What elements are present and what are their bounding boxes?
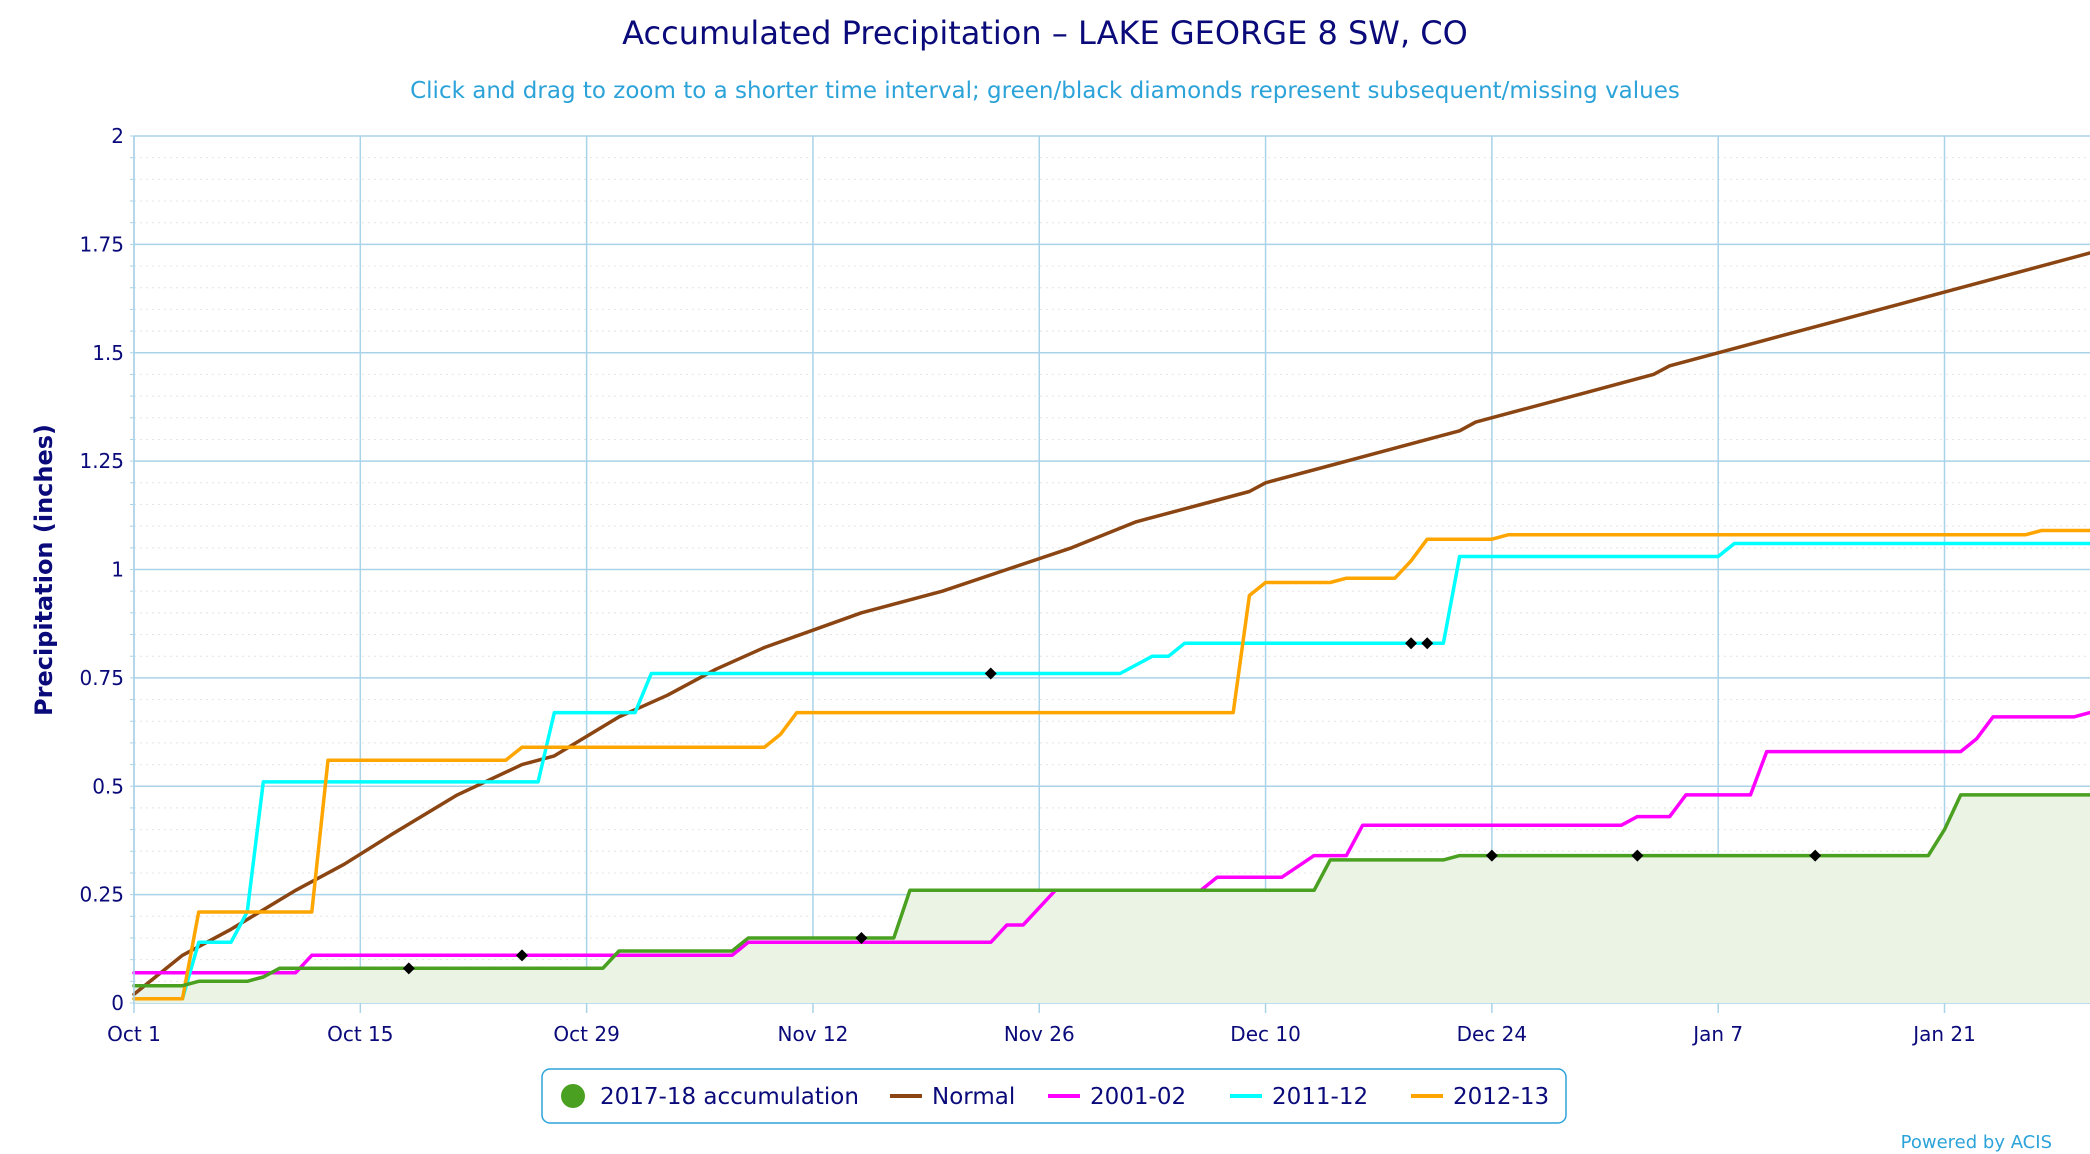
- x-tick-label: Oct 1: [107, 1022, 161, 1046]
- x-tick-label: Oct 29: [553, 1022, 619, 1046]
- y-tick-label: 1: [111, 558, 124, 582]
- y-tick-label: 0.25: [79, 883, 124, 907]
- series-area-0: [134, 794, 2090, 1003]
- missing-value-marker[interactable]: [1421, 637, 1434, 650]
- legend-item[interactable]: 2011-12: [1230, 1084, 1368, 1110]
- legend: 2017-18 accumulation Normal 2001-02 2011-12…: [541, 1068, 1567, 1124]
- y-tick-label: 1.25: [79, 449, 124, 473]
- legend-item[interactable]: 2017-18 accumulation: [561, 1084, 859, 1110]
- chart-subtitle: Click and drag to zoom to a shorter time…: [410, 78, 1680, 104]
- legend-label: 2012-13: [1453, 1084, 1549, 1110]
- series-line-0[interactable]: [132, 793, 2090, 988]
- legend-item[interactable]: 2001-02: [1048, 1084, 1186, 1110]
- series-line-3[interactable]: [132, 541, 2090, 1001]
- legend-label: 2011-12: [1272, 1084, 1368, 1110]
- accumulation-area: [134, 794, 2090, 1003]
- y-tick-label: 1.75: [79, 232, 124, 256]
- missing-value-marker[interactable]: [1405, 637, 1418, 650]
- series-line-4[interactable]: [132, 528, 2090, 1001]
- y-tick-label: 0.5: [92, 774, 124, 798]
- x-tick-label: Jan 21: [1911, 1022, 1976, 1046]
- credit-link[interactable]: Powered by ACIS: [1901, 1132, 2052, 1153]
- missing-value-marker[interactable]: [515, 949, 528, 962]
- y-tick-label: 0.75: [79, 666, 124, 690]
- x-tick-label: Jan 7: [1691, 1022, 1743, 1046]
- x-tick-label: Nov 26: [1004, 1022, 1075, 1046]
- legend-item[interactable]: 2012-13: [1411, 1084, 1549, 1110]
- missing-value-marker[interactable]: [984, 667, 997, 680]
- missing-value-marker[interactable]: [1809, 849, 1822, 862]
- legend-label: 2001-02: [1090, 1084, 1186, 1110]
- axes: 0 0.25 0.5 0.75 1 1.25 1.5 1.75 2 Oct 1 Oct 15 Oct …: [79, 124, 1975, 1046]
- missing-value-marker[interactable]: [1485, 849, 1498, 862]
- chart-title: Accumulated Precipitation – LAKE GEORGE …: [622, 14, 1468, 52]
- series-line-2[interactable]: [132, 710, 2090, 975]
- y-axis-title: Precipitation (inches): [30, 424, 58, 716]
- legend-label: 2017-18 accumulation: [600, 1084, 859, 1110]
- x-tick-label: Dec 10: [1230, 1022, 1301, 1046]
- x-tick-label: Oct 15: [327, 1022, 393, 1046]
- legend-marker: [561, 1084, 585, 1108]
- missing-value-markers: [402, 637, 1822, 975]
- x-tick-label: Nov 12: [778, 1022, 849, 1046]
- y-tick-label: 0: [111, 991, 124, 1015]
- missing-value-marker[interactable]: [855, 931, 868, 944]
- series-line-1[interactable]: [132, 251, 2090, 997]
- legend-item[interactable]: Normal: [890, 1084, 1015, 1110]
- missing-value-marker[interactable]: [402, 962, 415, 975]
- missing-value-marker[interactable]: [1631, 849, 1644, 862]
- y-tick-label: 2: [111, 124, 124, 148]
- legend-label: Normal: [932, 1084, 1015, 1110]
- series-lines: [132, 251, 2090, 1001]
- y-tick-label: 1.5: [92, 341, 124, 365]
- x-tick-label: Dec 24: [1457, 1022, 1528, 1046]
